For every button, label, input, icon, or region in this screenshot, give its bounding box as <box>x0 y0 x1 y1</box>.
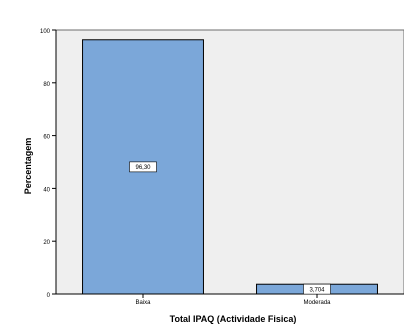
y-tick-label: 40 <box>43 187 50 193</box>
data-label: 3,704 <box>309 287 325 293</box>
y-tick-label: 20 <box>43 240 50 246</box>
y-ticks: 0 20 40 60 80 100 <box>40 29 56 299</box>
y-axis-title: Percentagem <box>23 138 33 195</box>
y-tick-label: 0 <box>47 293 51 299</box>
x-tick-label: Moderada <box>303 300 331 306</box>
x-axis-title: Total IPAQ (Actividade Fisica) <box>170 314 297 324</box>
y-tick-label: 80 <box>43 82 50 88</box>
x-tick-label: Baixa <box>135 300 151 306</box>
y-tick-label: 100 <box>40 29 51 35</box>
data-label: 96,30 <box>135 165 151 171</box>
data-label-box <box>129 161 157 173</box>
y-tick-label: 60 <box>43 135 50 141</box>
x-ticks: Baixa Moderada <box>135 294 331 306</box>
bars: 96,30 3,704 <box>82 39 378 295</box>
